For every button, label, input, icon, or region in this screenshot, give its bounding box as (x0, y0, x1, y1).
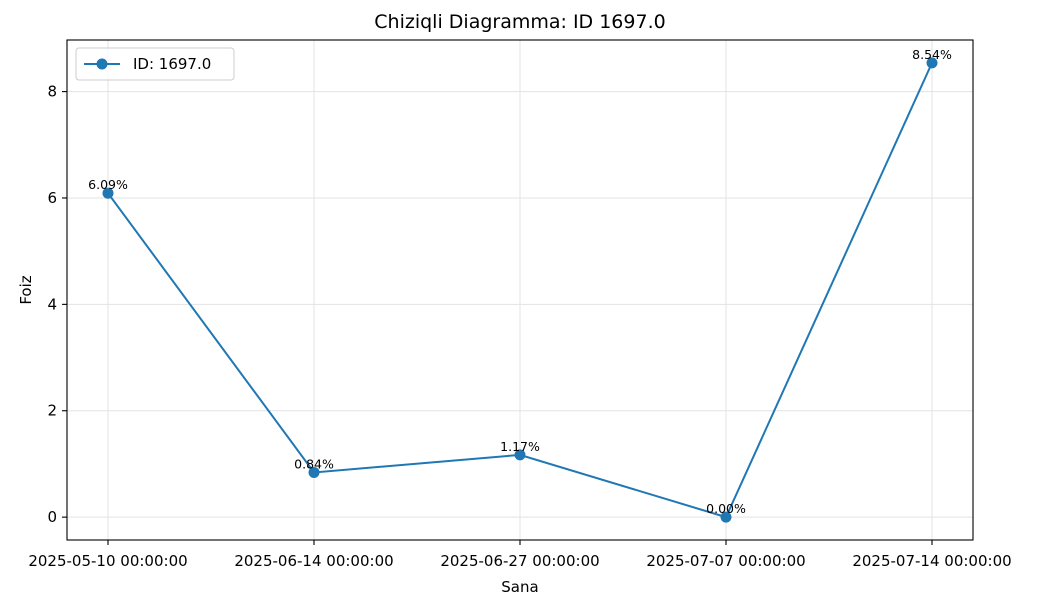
data-point (102, 187, 114, 199)
x-axis-label: Sana (501, 578, 538, 596)
grid-lines (67, 40, 973, 540)
y-tick-label: 2 (47, 402, 57, 420)
data-label: 8.54% (912, 47, 952, 62)
x-tick-label: 2025-07-07 00:00:00 (646, 552, 805, 570)
y-axis-ticks: 0 2 4 6 8 (47, 83, 67, 526)
y-tick-label: 4 (47, 295, 57, 313)
y-tick-label: 0 (47, 508, 57, 526)
legend-box (75, 47, 235, 81)
data-label: 0.00% (706, 501, 746, 516)
x-tick-label: 2025-06-27 00:00:00 (440, 552, 599, 570)
legend-entry: ID: 1697.0 (133, 55, 211, 73)
data-point (926, 57, 938, 69)
data-point (720, 511, 732, 523)
x-tick-label: 2025-07-14 00:00:00 (852, 552, 1011, 570)
series-layer (102, 57, 938, 523)
x-axis-ticks: 2025-05-10 00:00:00 2025-06-14 00:00:00 20… (28, 540, 1012, 570)
data-label: 1.17% (500, 439, 540, 454)
y-tick-label: 6 (47, 189, 57, 207)
legend: ID: 1697.0 (75, 47, 235, 81)
chart-title: Chiziqli Diagramma: ID 1697.0 (374, 11, 665, 33)
legend-marker (96, 58, 108, 70)
y-axis-label: Foiz (17, 275, 35, 304)
data-label: 6.09% (88, 177, 128, 192)
data-label: 0.84% (294, 456, 334, 471)
y-tick-label: 8 (47, 83, 57, 101)
x-tick-label: 2025-05-10 00:00:00 (28, 552, 187, 570)
data-labels: 6.09% 0.84% 1.17% 0.00% 8.54% (88, 47, 952, 516)
x-tick-label: 2025-06-14 00:00:00 (234, 552, 393, 570)
data-point (514, 449, 526, 461)
data-point (308, 466, 320, 478)
